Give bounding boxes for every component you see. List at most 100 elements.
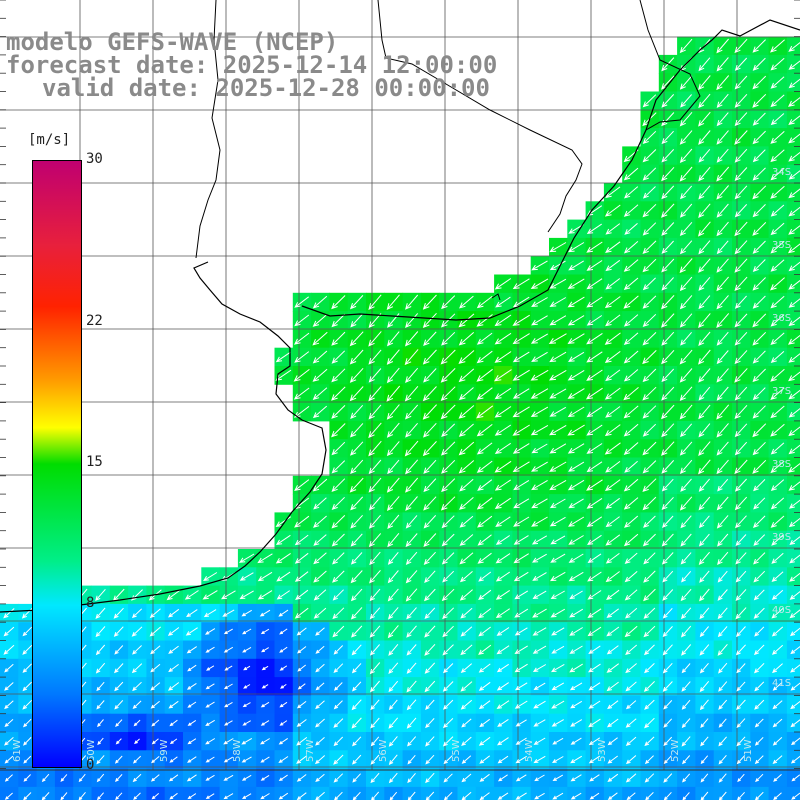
wind-arrow bbox=[315, 718, 325, 728]
wind-arrow bbox=[349, 367, 364, 383]
wind-arrow bbox=[788, 316, 800, 327]
wind-arrow bbox=[753, 662, 765, 674]
wind-arrow bbox=[131, 626, 143, 637]
wind-arrow bbox=[202, 590, 218, 600]
wind-arrow bbox=[333, 736, 344, 747]
wind-arrow bbox=[22, 718, 32, 728]
wind-arrow bbox=[771, 589, 784, 600]
wind-arrow bbox=[331, 478, 346, 493]
wind-arrow bbox=[548, 369, 567, 381]
wind-arrow bbox=[461, 755, 472, 764]
wind-arrow bbox=[368, 496, 381, 511]
wind-arrow bbox=[661, 386, 675, 401]
wind-arrow bbox=[788, 371, 800, 382]
wind-arrow bbox=[753, 479, 766, 492]
wind-arrow bbox=[718, 754, 727, 765]
wind-arrow bbox=[4, 755, 14, 764]
wind-arrow bbox=[770, 204, 785, 217]
wind-arrow bbox=[532, 664, 547, 672]
wind-arrow bbox=[278, 774, 288, 782]
country-borders bbox=[195, 0, 701, 301]
wind-arrow bbox=[626, 792, 636, 800]
wind-arrow bbox=[531, 260, 548, 271]
wind-arrow bbox=[661, 295, 675, 310]
wind-arrow bbox=[296, 774, 307, 782]
wind-arrow bbox=[386, 422, 400, 438]
wind-arrow bbox=[698, 295, 711, 310]
wind-arrow bbox=[405, 551, 418, 565]
wind-arrow bbox=[169, 719, 178, 727]
wind-arrow bbox=[423, 478, 437, 493]
wind-arrow bbox=[642, 368, 657, 383]
wind-arrow bbox=[476, 314, 493, 327]
wind-arrow bbox=[549, 260, 566, 271]
wind-arrow bbox=[223, 646, 234, 653]
wind-arrow bbox=[698, 533, 710, 547]
wind-cell bbox=[786, 256, 800, 275]
wind-arrow bbox=[586, 332, 603, 345]
wind-arrow bbox=[662, 681, 673, 692]
wind-arrow bbox=[679, 295, 693, 310]
wind-arrow bbox=[441, 459, 456, 474]
wind-arrow bbox=[97, 737, 104, 746]
wind-arrow bbox=[752, 240, 766, 254]
wind-arrow bbox=[752, 350, 766, 364]
wind-cell bbox=[622, 786, 641, 800]
wind-arrow bbox=[4, 774, 13, 782]
wind-cell bbox=[786, 219, 800, 239]
wind-arrow bbox=[790, 755, 800, 764]
wind-arrow bbox=[368, 386, 382, 402]
wind-arrow bbox=[679, 386, 693, 401]
wind-arrow bbox=[569, 663, 583, 673]
coastline bbox=[0, 261, 327, 613]
wind-arrow bbox=[718, 662, 728, 674]
wind-arrow bbox=[736, 755, 746, 765]
wind-arrow bbox=[333, 773, 344, 783]
wind-arrow bbox=[661, 404, 675, 420]
wind-arrow bbox=[663, 736, 673, 747]
wind-arrow bbox=[605, 406, 621, 418]
title-valid-date: valid date: 2025-12-28 00:00:00 bbox=[42, 74, 490, 102]
wind-arrow bbox=[257, 590, 273, 600]
wind-arrow bbox=[149, 608, 161, 619]
wind-arrow bbox=[351, 699, 362, 711]
wind-cell bbox=[750, 786, 770, 800]
wind-arrow bbox=[735, 515, 747, 529]
wind-cell bbox=[786, 402, 800, 422]
wind-arrow bbox=[568, 461, 585, 472]
wind-arrow bbox=[716, 276, 729, 292]
longitude-labels: 61W 60W 59W 58W 57W 56W 55W 54W 53W 52W 51W bbox=[12, 739, 754, 762]
wind-arrow bbox=[642, 203, 657, 218]
wind-arrow bbox=[661, 130, 674, 145]
wind-arrow bbox=[386, 349, 400, 365]
wind-arrow bbox=[459, 497, 474, 510]
wind-arrow bbox=[442, 607, 455, 620]
wind-arrow bbox=[478, 571, 492, 582]
wind-cell bbox=[36, 786, 56, 800]
wind-arrow bbox=[4, 663, 14, 673]
wind-arrow bbox=[331, 386, 346, 401]
wind-arrow bbox=[407, 772, 416, 784]
wind-arrow bbox=[386, 294, 400, 310]
wind-arrow bbox=[259, 609, 271, 617]
wind-arrow bbox=[788, 206, 800, 217]
wind-arrow bbox=[697, 221, 711, 237]
wind-arrow bbox=[754, 737, 764, 746]
wind-arrow bbox=[331, 533, 345, 547]
wind-arrow bbox=[625, 773, 637, 783]
wind-arrow bbox=[169, 738, 178, 745]
wind-arrow bbox=[295, 589, 309, 601]
wind-arrow bbox=[187, 793, 197, 800]
wind-cell bbox=[786, 622, 800, 641]
wind-arrow bbox=[643, 588, 656, 602]
wind-arrow bbox=[642, 350, 657, 365]
wind-arrow bbox=[312, 368, 328, 382]
wind-cell bbox=[786, 512, 800, 532]
wind-arrow bbox=[770, 332, 785, 345]
wind-cell bbox=[786, 201, 800, 221]
wind-arrow bbox=[495, 608, 510, 619]
wind-arrow bbox=[754, 755, 764, 765]
wind-arrow bbox=[588, 700, 601, 709]
wind-arrow bbox=[386, 496, 400, 511]
wind-cell bbox=[786, 91, 800, 111]
